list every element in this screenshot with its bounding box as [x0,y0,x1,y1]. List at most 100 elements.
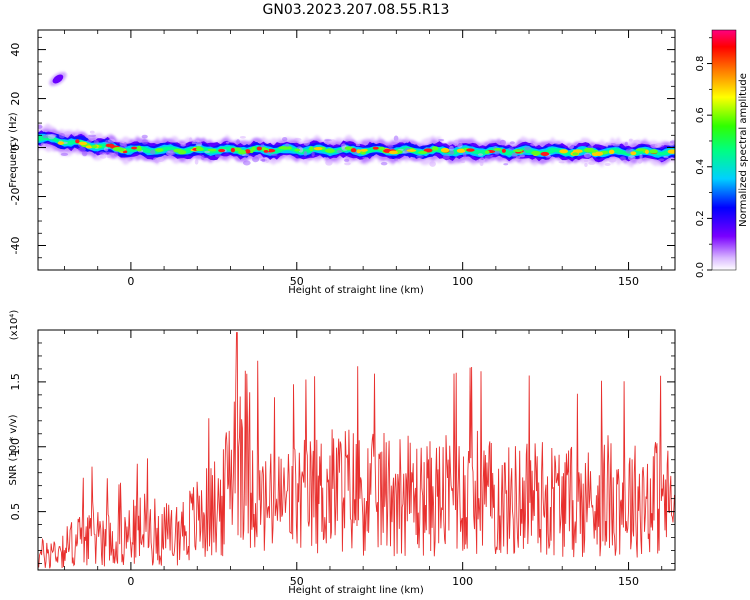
spectrogram-hotspot [356,149,361,154]
spectrogram-speckle [449,150,455,155]
spectrogram-hotspot [501,148,506,153]
spectrogram-speckle [608,158,617,163]
spectrogram-hotspot [572,152,579,156]
spectrogram-hotspot [263,150,269,153]
spectrogram-speckle [189,137,193,142]
spectrogram-speckle [180,143,186,147]
spectrogram-speckle [605,142,609,148]
spectrogram-speckle [438,138,445,142]
spectrogram-speckle [106,154,111,159]
spectrogram-speckle [583,152,592,158]
spectrogram-speckle [453,139,459,144]
spectrogram-speckle [380,161,388,166]
spectrogram-speckle [669,140,675,144]
spectrogram-speckle [155,161,159,164]
spectrogram-speckle [628,138,633,142]
spectrogram-speckle [149,149,156,155]
spectrogram-hotspot [350,148,357,153]
snr-frame [37,329,676,571]
spectrogram-speckle [362,156,368,160]
spectrogram-hotspot [78,141,88,146]
spectrogram-speckle [329,139,336,144]
colorbar-tick-label: 0.0 [695,262,706,278]
spectrogram-speckle [325,159,333,166]
spectrogram-hotspot [630,151,637,156]
spectrogram-speckle [236,139,240,145]
spectrogram-hotspot [294,148,301,152]
y-tick-label: 1.0 [9,438,22,456]
colorbar-tick-label: 0.8 [695,56,706,72]
spectrogram-speckle [239,135,246,139]
spectrogram-speckle [81,150,88,157]
spectrogram-speckle [303,140,310,146]
spectrogram-speckle [303,150,308,157]
spectrogram-speckle [264,158,270,163]
spectrogram-speckle [443,154,450,160]
spectrogram-speckle [341,143,347,149]
spectrogram-speckle [194,159,199,165]
y-tick-label: 40 [9,43,22,57]
spectrogram-speckle [38,124,43,129]
spectrogram-hotspot [635,148,646,152]
spectrogram-speckle [63,131,72,135]
spectrogram-heatmap [38,71,675,168]
spectrogram-speckle [604,162,611,166]
spectrogram-hotspot [431,146,439,151]
spectrogram-speckle [152,157,160,162]
spectrogram-hotspot [585,148,595,152]
spectrogram-hotspot [256,146,262,151]
y-tick-label: 20 [9,92,22,106]
y-tick-label: 0 [9,144,22,151]
spectrogram-hotspot [115,148,126,152]
spectrogram-speckle [639,153,643,159]
spectrogram-speckle [484,155,493,160]
spectrogram-speckle [387,144,394,148]
spectrogram-hotspot [244,149,251,154]
spectrogram-speckle [86,139,93,143]
spectrogram-speckle [204,150,211,154]
y-tick-label: -40 [9,237,22,255]
spectrogram-speckle [42,134,49,139]
spectrogram-hotspot [644,149,649,154]
spectrogram-hotspot [372,146,379,150]
spectrogram-speckle [394,139,402,142]
snr-exponent-label: (x10⁴) [9,310,20,341]
spectrogram-speckle [429,161,436,167]
spectrogram-speckle [584,162,588,168]
spectrogram-speckle [554,142,562,145]
colorbar-tick-label: 0.2 [695,210,706,226]
spectrogram-hotspot [251,146,256,151]
spectrogram-speckle [637,158,643,164]
spectrogram-speckle [108,138,116,143]
spectrogram-speckle [282,136,288,142]
spectrogram-hotspot [594,151,604,156]
spectrogram-hotspot [418,151,428,154]
spectrogram-speckle [311,151,315,157]
spectrogram-speckle [252,156,260,163]
y-tick-label: 1.5 [9,373,22,391]
spectrogram-speckle [624,141,628,146]
spectrogram-speckle [499,139,507,146]
spectrogram-speckle [479,157,486,164]
snr-y-ticks: 0.5 1.0 1.5 [9,342,675,564]
x-tick-label: 50 [290,275,304,288]
spectrogram-speckle [503,163,509,166]
spectrogram-speckle [60,152,69,156]
spectrogram-speckle [627,155,636,161]
spectrogram-hotspot [278,146,288,150]
spectrogram-hotspot [75,139,80,144]
spectrogram-hotspot [608,149,615,155]
spectrogram-hotspot [344,146,354,151]
spectrogram-hotspot [378,146,386,151]
spectrogram-speckle [195,139,200,143]
colorbar-label: Normalized spectral amplitude [738,73,749,227]
spectrogram-speckle [588,161,596,165]
snr-series-line [38,332,675,569]
spectrogram-speckle [632,139,641,143]
spectrogram-hotspot [110,145,115,149]
x-tick-label: 0 [127,575,134,588]
spectrogram-hotspot [540,151,550,157]
spectrogram-speckle [99,154,107,159]
spectrogram-speckle [509,141,515,145]
spectrogram-speckle [99,151,105,155]
